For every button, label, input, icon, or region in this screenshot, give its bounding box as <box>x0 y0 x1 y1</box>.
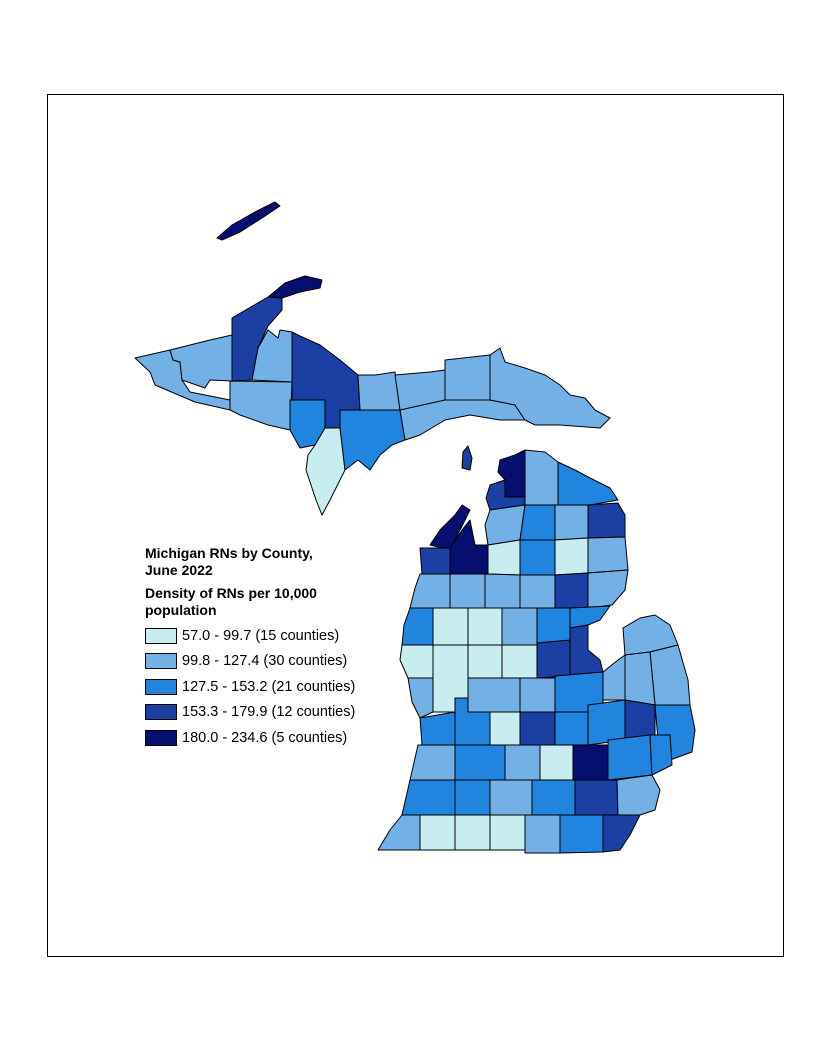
county-bay <box>569 624 604 677</box>
county-tuscola <box>602 654 626 701</box>
county-clare <box>501 607 538 646</box>
county-montcalm <box>467 677 521 713</box>
county-muskegon <box>407 677 434 719</box>
county-oakland <box>607 734 653 781</box>
county-oscoda <box>554 537 589 576</box>
county-otsego <box>519 504 556 541</box>
legend-title-line2: June 2022 <box>145 562 213 578</box>
county-mason <box>401 607 434 646</box>
map-frame <box>47 94 784 957</box>
county-monroe <box>602 814 641 853</box>
map-legend: Michigan RNs by County, June 2022 Densit… <box>145 545 355 751</box>
county-branch <box>489 814 526 851</box>
county-gratiot <box>519 677 556 713</box>
county-jackson <box>531 779 576 816</box>
county-arenac <box>569 605 611 629</box>
county-antrim <box>484 504 526 546</box>
legend-label: 99.8 - 127.4 (30 counties) <box>182 653 348 670</box>
county-sanilac <box>649 644 691 706</box>
legend-item: 127.5 - 153.2 (21 counties) <box>145 674 355 700</box>
county-keweenaw <box>267 275 323 299</box>
legend-title: Michigan RNs by County, June 2022 <box>145 545 355 579</box>
county-isabella <box>501 644 538 679</box>
legend-items: 57.0 - 99.7 (15 counties) 99.8 - 127.4 (… <box>145 623 355 751</box>
county-clinton <box>519 711 556 746</box>
county-ottawa <box>419 711 456 746</box>
county-lapeer <box>624 651 656 706</box>
county-keweenaw-isle-royale <box>216 201 281 241</box>
county-kalamazoo <box>454 779 491 816</box>
legend-label: 153.3 - 179.9 (12 counties) <box>182 704 356 721</box>
legend-item: 180.0 - 234.6 (5 counties) <box>145 725 355 751</box>
county-cheboygan <box>524 449 559 506</box>
county-presque-isle <box>557 461 619 506</box>
county-eaton <box>504 744 541 781</box>
county-oceana <box>399 644 434 679</box>
county-iosco <box>587 569 629 609</box>
county-berrien <box>377 814 421 851</box>
county-st-joseph <box>454 814 491 851</box>
county-charlevoix <box>485 479 526 511</box>
county-ingham <box>539 744 574 781</box>
county-cass <box>419 814 456 851</box>
legend-title-line1: Michigan RNs by County, <box>145 545 313 561</box>
county-crawford <box>519 539 556 576</box>
legend-label: 180.0 - 234.6 (5 counties) <box>182 729 348 746</box>
county-lenawee <box>559 814 604 854</box>
county-kalkaska <box>487 539 521 576</box>
county-macomb <box>649 734 673 776</box>
county-calhoun <box>489 779 533 816</box>
county-barry <box>454 744 506 781</box>
legend-swatch <box>145 704 177 721</box>
county-missaukee <box>484 573 521 609</box>
county-ogemaw <box>554 572 589 609</box>
county-osceola <box>467 607 503 646</box>
county-washtenaw <box>574 779 619 816</box>
county-montmorency <box>554 504 589 541</box>
county-alcona <box>587 536 629 574</box>
legend-subtitle-line1: Density of RNs per 10,000 <box>145 585 317 601</box>
county-manistee <box>409 573 451 609</box>
county-wayne <box>616 774 661 816</box>
county-mecosta <box>467 644 503 679</box>
legend-swatch <box>145 729 177 746</box>
legend-swatch <box>145 653 177 670</box>
county-mackinac <box>399 399 526 441</box>
county-allegan <box>409 744 456 781</box>
county-newaygo <box>432 644 469 713</box>
county-lake <box>432 607 469 646</box>
county-charlevoix-island <box>461 445 473 471</box>
county-wexford <box>449 573 486 609</box>
legend-swatch <box>145 627 177 644</box>
county-luce <box>444 354 491 401</box>
county-delta <box>339 409 406 471</box>
legend-label: 57.0 - 99.7 (15 counties) <box>182 627 340 644</box>
county-shiawassee <box>554 711 589 746</box>
county-midland <box>536 639 571 679</box>
county-chippewa <box>489 347 611 429</box>
county-van-buren <box>401 779 456 816</box>
legend-label: 127.5 - 153.2 (21 counties) <box>182 678 356 695</box>
county-gladwin <box>536 607 571 646</box>
county-benzie <box>419 547 451 575</box>
county-lapeer-south <box>624 699 656 741</box>
county-iron <box>229 380 293 431</box>
county-alpena <box>587 502 626 539</box>
legend-subtitle-line2: population <box>145 602 217 618</box>
county-hillsdale <box>524 814 561 854</box>
county-ontonagon <box>169 334 233 389</box>
legend-item: 57.0 - 99.7 (15 counties) <box>145 623 355 649</box>
legend-swatch <box>145 678 177 695</box>
legend-item: 153.3 - 179.9 (12 counties) <box>145 700 355 726</box>
county-livingston <box>572 744 609 781</box>
county-alger <box>357 371 401 411</box>
county-ionia <box>489 711 521 746</box>
legend-subtitle: Density of RNs per 10,000 population <box>145 585 355 619</box>
legend-item: 99.8 - 127.4 (30 counties) <box>145 649 355 675</box>
county-roscommon <box>519 574 556 609</box>
